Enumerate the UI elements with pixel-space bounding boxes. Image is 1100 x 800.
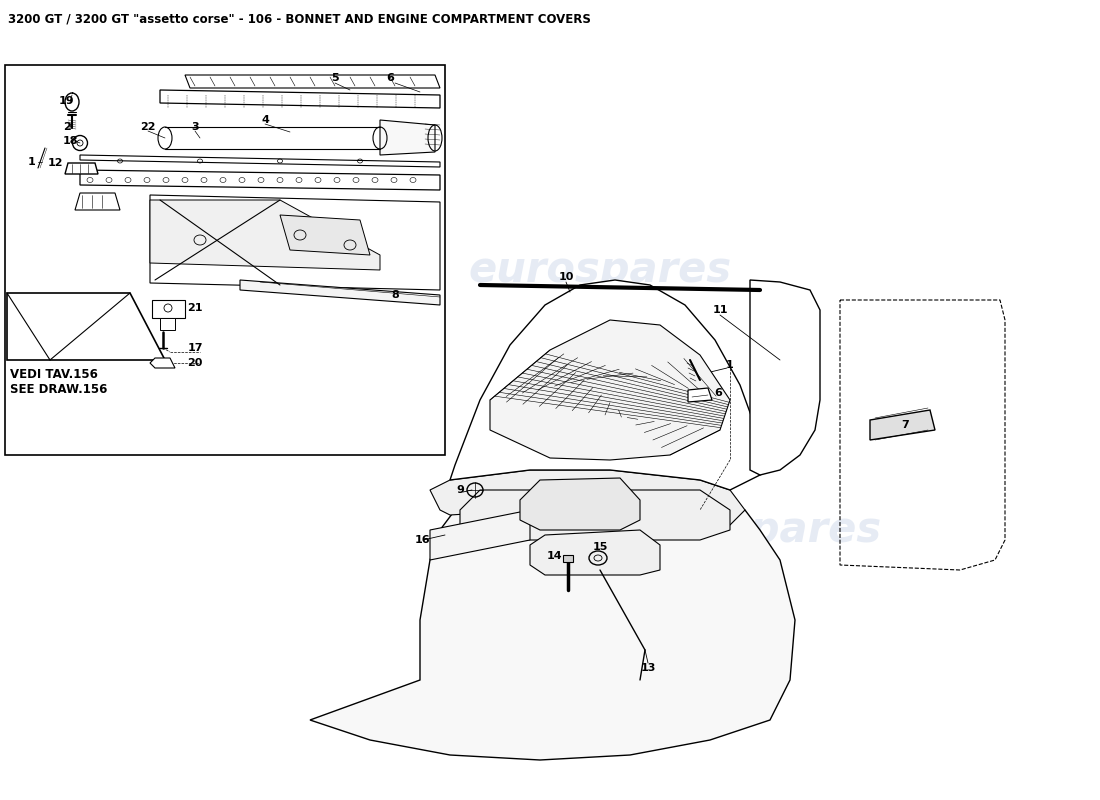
Text: 17: 17 <box>187 343 202 353</box>
Text: 6: 6 <box>714 388 722 398</box>
Text: 18: 18 <box>63 136 78 146</box>
Polygon shape <box>152 300 185 318</box>
Polygon shape <box>240 280 440 305</box>
Text: 7: 7 <box>901 420 909 430</box>
Polygon shape <box>150 358 175 368</box>
Text: 3: 3 <box>191 122 199 132</box>
Text: 1: 1 <box>29 157 36 167</box>
Polygon shape <box>563 555 573 562</box>
Polygon shape <box>65 163 98 174</box>
Text: eurospares: eurospares <box>88 309 352 351</box>
Polygon shape <box>750 280 820 475</box>
Text: VEDI TAV.156
SEE DRAW.156: VEDI TAV.156 SEE DRAW.156 <box>10 368 108 396</box>
Polygon shape <box>379 120 434 155</box>
Polygon shape <box>75 193 120 210</box>
Polygon shape <box>430 510 530 560</box>
Polygon shape <box>460 490 730 540</box>
Text: 22: 22 <box>141 122 156 132</box>
Text: 10: 10 <box>559 272 574 282</box>
Text: 14: 14 <box>547 551 563 561</box>
Text: 1: 1 <box>726 360 734 370</box>
Text: eurospares: eurospares <box>469 249 732 291</box>
Polygon shape <box>7 293 165 360</box>
Text: 13: 13 <box>640 663 656 673</box>
Polygon shape <box>520 478 640 530</box>
Text: 19: 19 <box>58 96 74 106</box>
Text: 21: 21 <box>187 303 202 313</box>
Polygon shape <box>280 215 370 255</box>
Polygon shape <box>530 530 660 575</box>
Polygon shape <box>160 318 175 330</box>
Text: eurospares: eurospares <box>618 509 881 551</box>
Text: 20: 20 <box>187 358 202 368</box>
Text: 8: 8 <box>392 290 399 300</box>
Bar <box>6 65 446 455</box>
Text: 6: 6 <box>386 73 394 83</box>
Polygon shape <box>490 320 730 460</box>
Text: 12: 12 <box>47 158 63 168</box>
Text: 3200 GT / 3200 GT "assetto corse" - 106 - BONNET AND ENGINE COMPARTMENT COVERS: 3200 GT / 3200 GT "assetto corse" - 106 … <box>8 12 591 25</box>
Text: 9: 9 <box>456 485 464 495</box>
Text: 15: 15 <box>592 542 607 552</box>
Polygon shape <box>688 388 712 402</box>
Polygon shape <box>150 200 380 270</box>
Polygon shape <box>450 280 770 490</box>
Text: 5: 5 <box>331 73 339 83</box>
Text: 2: 2 <box>63 122 70 132</box>
Text: 16: 16 <box>415 535 430 545</box>
Text: 11: 11 <box>713 305 728 315</box>
Polygon shape <box>870 410 935 440</box>
Polygon shape <box>310 510 795 760</box>
Polygon shape <box>430 470 745 525</box>
Text: 4: 4 <box>261 115 268 125</box>
